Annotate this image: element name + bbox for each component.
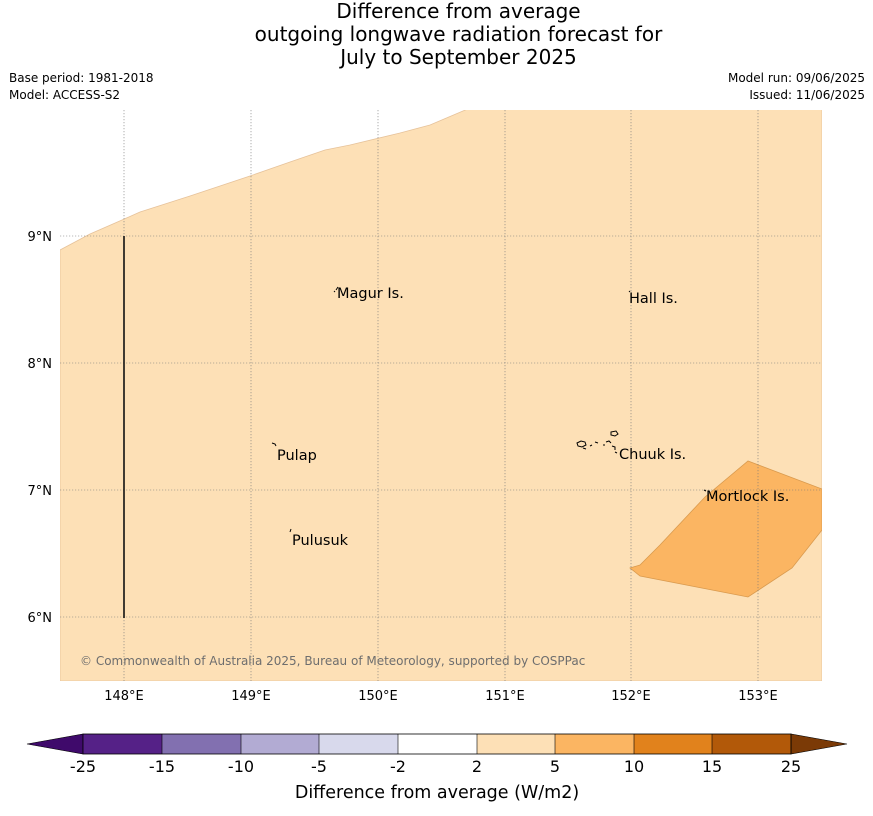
island-chuuk — [576, 430, 619, 454]
lon-tick: 150°E — [358, 689, 398, 704]
place-label: Mortlock Is. — [706, 489, 789, 505]
colorbar-tick: -2 — [390, 757, 406, 776]
base-period: Base period: 1981-2018 — [9, 71, 154, 85]
lon-tick: 148°E — [104, 689, 144, 704]
lat-tick: 8°N — [28, 357, 53, 372]
place-label: Pulusuk — [292, 533, 349, 549]
region-2-to-5 — [60, 110, 822, 681]
colorbar-swatch — [712, 734, 791, 754]
model-name: Model: ACCESS-S2 — [9, 88, 121, 102]
colorbar-extend-high — [790, 733, 848, 755]
meta-left: Base period: 1981-2018 Model: ACCESS-S2 — [9, 70, 154, 104]
island-hall — [628, 290, 631, 293]
island-pulap — [271, 442, 277, 447]
place-label: Hall Is. — [629, 291, 678, 307]
lat-tick: 9°N — [28, 230, 53, 245]
meta-right: Model run: 09/06/2025 Issued: 11/06/2025 — [728, 70, 865, 104]
colorbar-tick: -15 — [149, 757, 175, 776]
island-outlines — [271, 286, 707, 533]
colorbar-tick: 25 — [781, 757, 801, 776]
island-mortlock — [703, 489, 707, 492]
lat-tick: 6°N — [28, 611, 53, 626]
title-line-1: Difference from average — [336, 0, 581, 23]
map-panel: Magur Is. Hall Is. Pulap Chuuk Is. Mortl… — [60, 110, 822, 681]
lon-tick: 149°E — [231, 689, 271, 704]
copyright-notice: © Commonwealth of Australia 2025, Bureau… — [80, 654, 585, 668]
region-5-to-10 — [629, 460, 822, 598]
colorbar-tick: 5 — [550, 757, 560, 776]
issued-date: Issued: 11/06/2025 — [749, 88, 865, 102]
colorbar-tick: 15 — [702, 757, 722, 776]
colorbar-swatch — [241, 734, 319, 754]
model-run: Model run: 09/06/2025 — [727, 71, 865, 85]
island-magur — [333, 286, 339, 293]
colorbar-swatch — [477, 734, 555, 754]
place-label: Chuuk Is. — [619, 447, 686, 463]
title-line-2: outgoing longwave radiation forecast for — [254, 22, 663, 46]
lon-tick: 151°E — [485, 689, 525, 704]
colorbar-swatch — [83, 734, 162, 754]
map-title: Difference from average outgoing longwav… — [0, 0, 873, 69]
colorbar-tick: 10 — [624, 757, 644, 776]
place-label: Magur Is. — [337, 286, 404, 302]
colorbar-label: Difference from average (W/m2) — [295, 783, 579, 803]
colorbar-extend-low — [26, 733, 84, 755]
place-label: Pulap — [277, 448, 317, 464]
title-line-3: July to September 2025 — [340, 45, 577, 69]
lon-tick: 153°E — [738, 689, 778, 704]
colorbar-swatch — [634, 734, 712, 754]
latitude-ticks: 9°N 8°N 7°N 6°N — [28, 230, 53, 626]
island-pulusuk — [289, 528, 292, 533]
colorbar-tick: -10 — [228, 757, 254, 776]
colorbar-tick: 2 — [472, 757, 482, 776]
longitude-ticks: 148°E 149°E 150°E 151°E 152°E 153°E — [104, 689, 778, 704]
colorbar-swatch — [162, 734, 241, 754]
map-gridlines — [60, 110, 822, 681]
colorbar-swatch — [555, 734, 634, 754]
colorbar-tick: -25 — [70, 757, 96, 776]
lat-tick: 7°N — [28, 484, 53, 499]
colorbar: -25 -15 -10 -5 -2 2 5 10 15 25 Differenc… — [26, 733, 848, 803]
colorbar-swatch — [319, 734, 398, 754]
lon-tick: 152°E — [611, 689, 651, 704]
colorbar-swatch — [398, 734, 477, 754]
colorbar-tick: -5 — [311, 757, 327, 776]
